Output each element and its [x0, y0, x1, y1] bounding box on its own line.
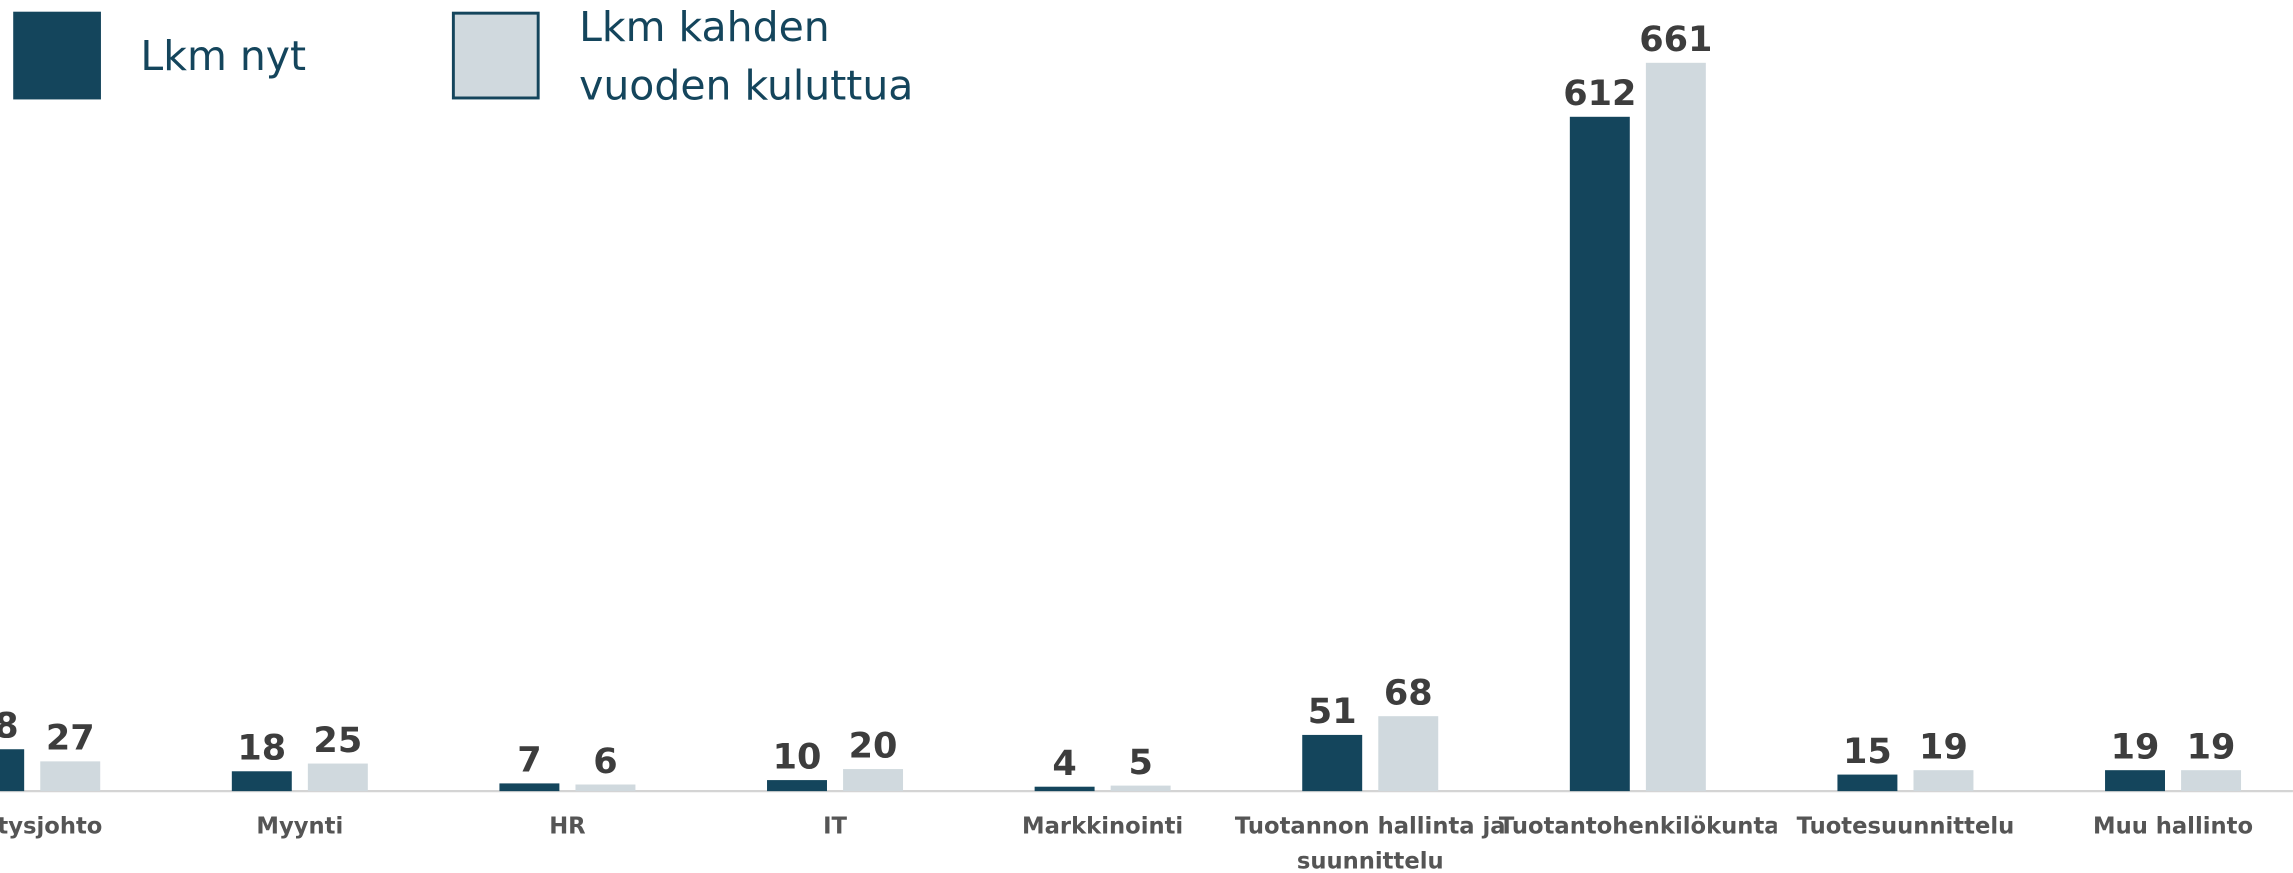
value-label: 612: [1563, 73, 1636, 114]
value-label: 38: [0, 706, 19, 747]
value-label: 15: [1843, 731, 1892, 772]
bar: [1569, 116, 1630, 792]
value-label: 20: [849, 725, 898, 766]
value-label: 19: [1919, 726, 1968, 767]
x-tick-label-box: Markkinointi: [1022, 813, 1184, 840]
value-label: 5: [1128, 742, 1152, 783]
value-label: 10: [773, 736, 822, 777]
bar: [1302, 734, 1363, 792]
value-label: 68: [1384, 672, 1433, 713]
bar: [1110, 785, 1171, 792]
x-tick-label: Markkinointi: [1022, 813, 1184, 840]
legend-label: Lkm nyt: [140, 32, 307, 81]
legend-swatch: [13, 11, 101, 100]
legend-label-box: Lkm kahden vuoden kuluttua: [579, 2, 914, 110]
value-label: 27: [46, 718, 95, 759]
bar: [499, 783, 560, 792]
bar: [575, 784, 636, 792]
value-label: 19: [2187, 726, 2236, 767]
value-label: 19: [2111, 726, 2160, 767]
x-tick-label-box: Tuotesuunnittelu: [1796, 813, 2015, 840]
x-tick-label: Myynti: [256, 813, 344, 840]
value-label: 7: [517, 740, 541, 781]
x-tick-label: IT: [823, 813, 847, 840]
x-tick-label-box: HR: [549, 813, 586, 840]
x-tick-label: Yritysjohto: [0, 813, 103, 840]
bar: [40, 761, 101, 792]
bar: [0, 749, 25, 792]
value-label: 18: [237, 728, 286, 769]
legend-swatch: [451, 11, 540, 100]
bar: [767, 780, 827, 792]
value-label: 6: [593, 741, 617, 782]
bar: [1913, 770, 1974, 792]
bar: [307, 763, 368, 792]
x-tick-label: Muu hallinto: [2093, 813, 2254, 840]
x-tick-label: HR: [549, 813, 586, 840]
value-label: 51: [1308, 691, 1357, 732]
bar: [843, 769, 904, 792]
value-label: 4: [1052, 743, 1076, 784]
value-label: 25: [313, 720, 362, 761]
legend-label-box: Lkm nyt: [140, 32, 307, 81]
bar: [2181, 770, 2242, 792]
x-tick-label-box: Yritysjohto: [0, 813, 103, 840]
bar: [1837, 774, 1898, 792]
x-tick-label-box: Tuotannon hallinta ja suunnittelu: [1234, 813, 1506, 873]
bar: [1378, 716, 1439, 792]
bar: [231, 771, 292, 792]
bar: [1645, 62, 1706, 792]
x-tick-label-box: Tuotantohenkilökunta: [1498, 813, 1777, 840]
legend-label: Lkm kahden vuoden kuluttua: [579, 2, 914, 110]
x-tick-label: Tuotantohenkilökunta: [1498, 813, 1777, 840]
bar: [2105, 770, 2165, 792]
x-tick-label-box: Muu hallinto: [2093, 813, 2254, 840]
x-tick-label-box: Myynti: [256, 813, 344, 840]
bar: [1034, 786, 1095, 792]
x-tick-label-box: IT: [823, 813, 847, 840]
x-tick-label: Tuotannon hallinta ja suunnittelu: [1234, 813, 1506, 873]
value-label: 661: [1639, 19, 1712, 60]
x-tick-label: Tuotesuunnittelu: [1796, 813, 2015, 840]
